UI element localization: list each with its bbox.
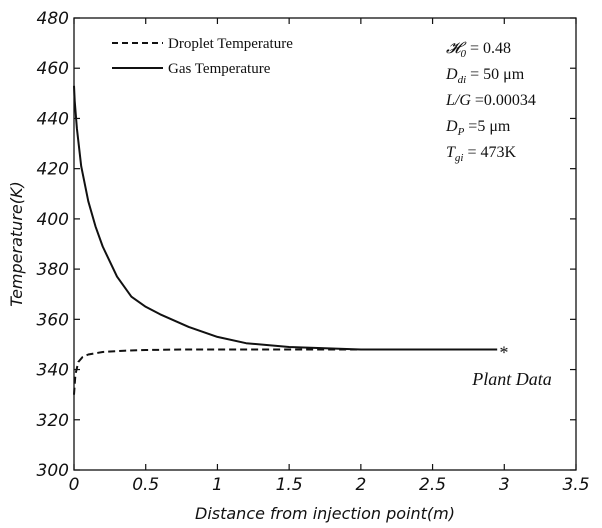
series-line-gas (73, 85, 498, 351)
x-tick-label: 1.5 (276, 475, 303, 495)
x-tick-label: 0 (69, 475, 80, 495)
y-axis-label: Temperature(K) (7, 181, 26, 306)
y-tick-label: 320 (37, 411, 69, 431)
x-tick-label: 2 (355, 475, 366, 495)
y-tick-label: 480 (37, 9, 69, 29)
x-tick-label: 3 (499, 475, 510, 495)
chart-annotations: 𝓗0 = 0.48 Ddi = 50 μm L/G =0.00034 DP =5 μm… (445, 40, 552, 389)
y-tick-label: 360 (37, 310, 69, 330)
series-line-droplet (73, 348, 498, 395)
tick-marks: 0 0.5 1 1.5 2 2.5 3 3.5 300 320 340 360 380 400 420 440… (37, 9, 590, 495)
x-tick-label: 3.5 (562, 475, 589, 495)
param-annotation: Ddi = 50 μm (445, 66, 525, 86)
y-tick-label: 420 (37, 160, 69, 180)
x-axis-label: Distance from injection point(m) (195, 504, 455, 523)
y-tick-label: 340 (37, 361, 69, 381)
y-tick-label: 400 (37, 210, 69, 230)
x-tick-label: 2.5 (419, 475, 446, 495)
x-tick-label: 1 (212, 475, 223, 495)
legend-label: Droplet Temperature (168, 36, 293, 52)
y-tick-label: 380 (37, 260, 69, 280)
legend: Droplet Temperature Gas Temperature (112, 36, 293, 77)
param-annotation: DP =5 μm (445, 118, 511, 138)
series-lines (73, 85, 498, 395)
y-tick-label: 300 (37, 461, 69, 481)
plot-axes (73, 17, 577, 471)
param-annotation: Tgi = 473K (446, 144, 516, 164)
param-annotation: L/G =0.00034 (445, 92, 536, 109)
legend-label: Gas Temperature (168, 61, 271, 77)
plant-data-marker: * (499, 342, 508, 362)
y-tick-label: 440 (37, 109, 69, 129)
y-tick-label: 460 (37, 59, 69, 79)
plot-frame (73, 17, 577, 471)
plant-data-label: Plant Data (471, 369, 552, 389)
x-tick-label: 0.5 (132, 475, 159, 495)
param-annotation: 𝓗0 = 0.48 (446, 40, 511, 60)
